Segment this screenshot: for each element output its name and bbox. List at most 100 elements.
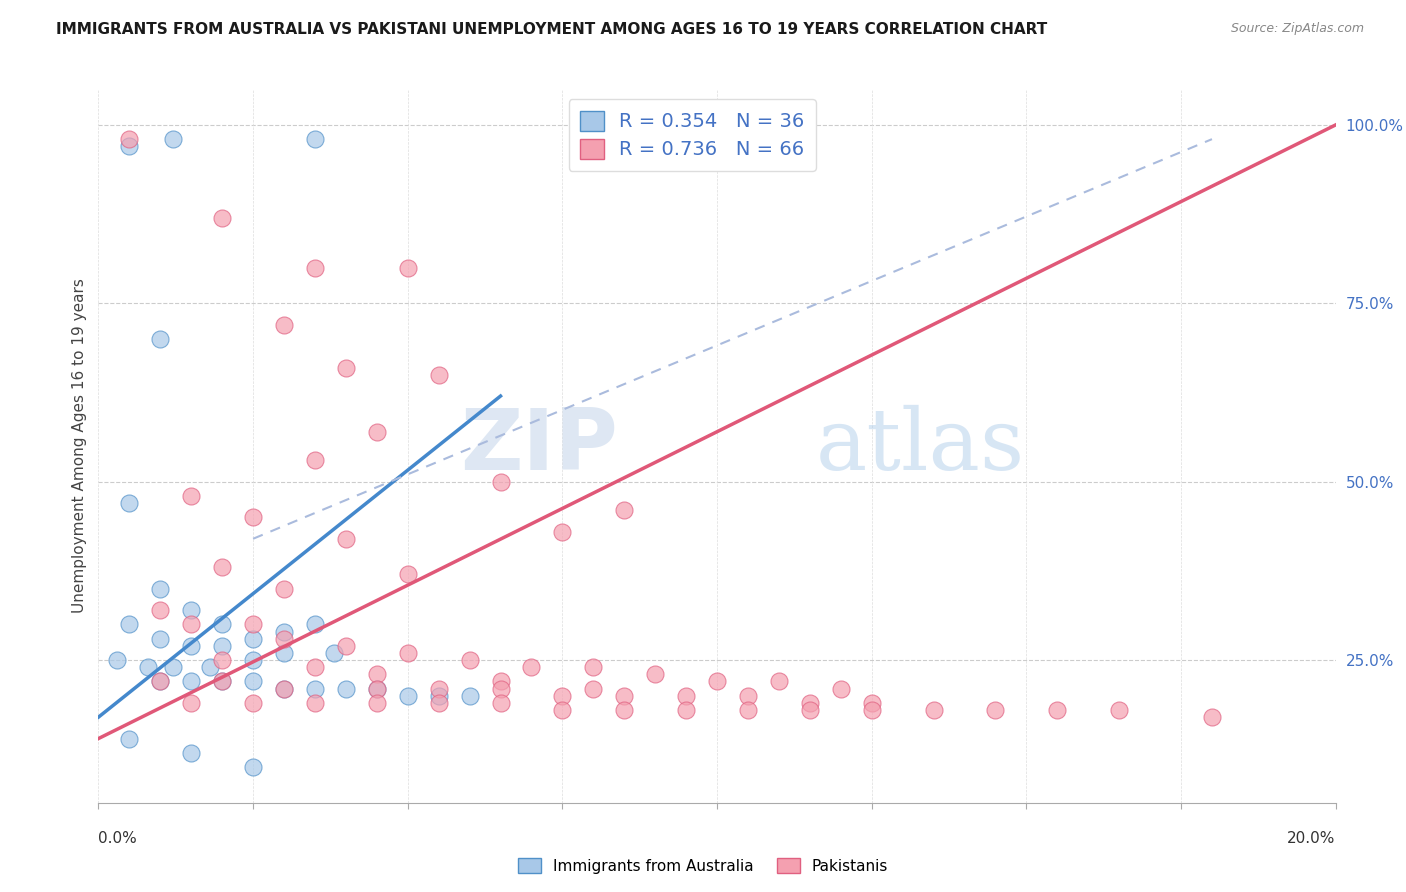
- Point: [242, 632, 264, 646]
- Point: [396, 646, 419, 660]
- Point: [322, 646, 344, 660]
- Point: [149, 603, 172, 617]
- Point: [706, 674, 728, 689]
- Point: [211, 674, 233, 689]
- Point: [489, 674, 512, 689]
- Point: [366, 681, 388, 696]
- Point: [520, 660, 543, 674]
- Point: [180, 696, 202, 710]
- Text: 20.0%: 20.0%: [1288, 831, 1336, 847]
- Point: [551, 703, 574, 717]
- Point: [149, 332, 172, 346]
- Legend: R = 0.354   N = 36, R = 0.736   N = 66: R = 0.354 N = 36, R = 0.736 N = 66: [568, 99, 815, 171]
- Point: [304, 617, 326, 632]
- Point: [273, 681, 295, 696]
- Point: [118, 731, 141, 746]
- Point: [830, 681, 852, 696]
- Point: [366, 681, 388, 696]
- Point: [304, 660, 326, 674]
- Text: IMMIGRANTS FROM AUSTRALIA VS PAKISTANI UNEMPLOYMENT AMONG AGES 16 TO 19 YEARS CO: IMMIGRANTS FROM AUSTRALIA VS PAKISTANI U…: [56, 22, 1047, 37]
- Point: [427, 696, 450, 710]
- Point: [118, 496, 141, 510]
- Point: [613, 689, 636, 703]
- Point: [273, 624, 295, 639]
- Point: [335, 532, 357, 546]
- Point: [706, 139, 728, 153]
- Point: [984, 703, 1007, 717]
- Point: [582, 660, 605, 674]
- Point: [737, 703, 759, 717]
- Point: [396, 689, 419, 703]
- Point: [162, 132, 184, 146]
- Point: [273, 318, 295, 332]
- Point: [162, 660, 184, 674]
- Point: [1046, 703, 1069, 717]
- Point: [304, 453, 326, 467]
- Point: [304, 681, 326, 696]
- Point: [136, 660, 159, 674]
- Point: [613, 503, 636, 517]
- Y-axis label: Unemployment Among Ages 16 to 19 years: Unemployment Among Ages 16 to 19 years: [72, 278, 87, 614]
- Point: [118, 617, 141, 632]
- Point: [427, 689, 450, 703]
- Point: [242, 760, 264, 774]
- Point: [1108, 703, 1130, 717]
- Point: [149, 632, 172, 646]
- Point: [1201, 710, 1223, 724]
- Point: [644, 667, 666, 681]
- Point: [304, 132, 326, 146]
- Point: [768, 674, 790, 689]
- Point: [273, 681, 295, 696]
- Point: [427, 681, 450, 696]
- Point: [922, 703, 945, 717]
- Point: [273, 632, 295, 646]
- Point: [242, 674, 264, 689]
- Point: [180, 639, 202, 653]
- Point: [551, 524, 574, 539]
- Point: [335, 681, 357, 696]
- Point: [198, 660, 221, 674]
- Point: [211, 674, 233, 689]
- Point: [396, 567, 419, 582]
- Text: 0.0%: 0.0%: [98, 831, 138, 847]
- Point: [242, 617, 264, 632]
- Point: [458, 653, 481, 667]
- Point: [458, 689, 481, 703]
- Point: [675, 703, 697, 717]
- Point: [489, 696, 512, 710]
- Legend: Immigrants from Australia, Pakistanis: Immigrants from Australia, Pakistanis: [512, 852, 894, 880]
- Point: [551, 689, 574, 703]
- Point: [799, 703, 821, 717]
- Point: [242, 653, 264, 667]
- Point: [613, 703, 636, 717]
- Point: [366, 667, 388, 681]
- Point: [582, 681, 605, 696]
- Text: Source: ZipAtlas.com: Source: ZipAtlas.com: [1230, 22, 1364, 36]
- Point: [180, 746, 202, 760]
- Point: [211, 211, 233, 225]
- Point: [737, 689, 759, 703]
- Point: [180, 674, 202, 689]
- Point: [180, 489, 202, 503]
- Point: [799, 696, 821, 710]
- Point: [211, 617, 233, 632]
- Point: [366, 425, 388, 439]
- Point: [211, 639, 233, 653]
- Point: [335, 360, 357, 375]
- Point: [860, 696, 883, 710]
- Point: [366, 696, 388, 710]
- Point: [860, 703, 883, 717]
- Point: [273, 646, 295, 660]
- Point: [242, 696, 264, 710]
- Point: [211, 560, 233, 574]
- Point: [211, 653, 233, 667]
- Point: [675, 689, 697, 703]
- Point: [180, 617, 202, 632]
- Point: [180, 603, 202, 617]
- Point: [149, 674, 172, 689]
- Point: [396, 260, 419, 275]
- Text: ZIP: ZIP: [460, 404, 619, 488]
- Text: atlas: atlas: [815, 404, 1025, 488]
- Point: [105, 653, 128, 667]
- Point: [118, 139, 141, 153]
